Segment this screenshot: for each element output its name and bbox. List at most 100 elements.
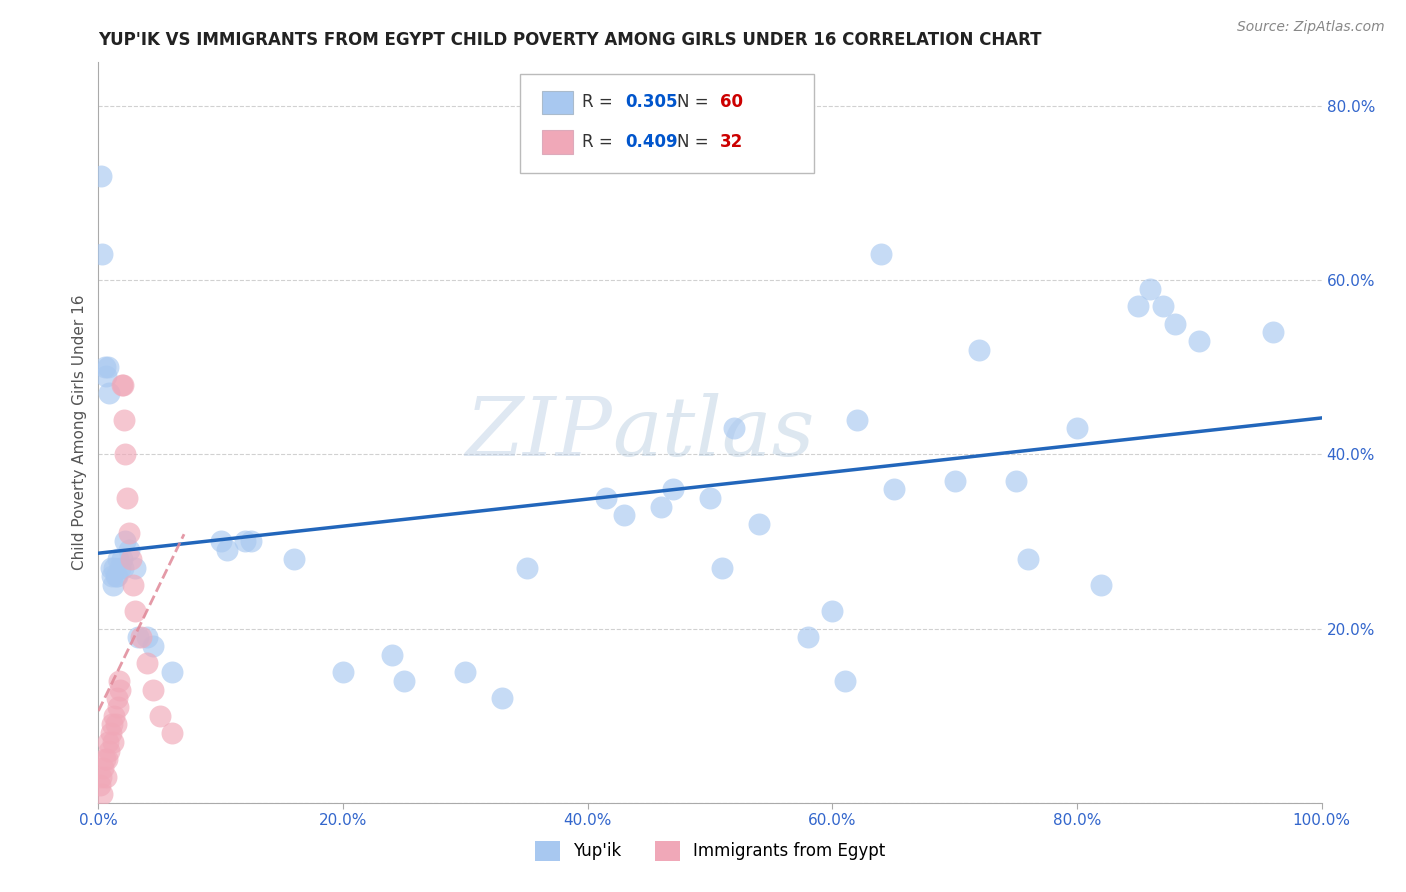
Point xyxy=(110,560,132,574)
Point xyxy=(967,343,990,357)
Point xyxy=(240,534,263,549)
Point xyxy=(797,630,820,644)
Point xyxy=(108,673,131,688)
Point xyxy=(97,735,120,749)
Point xyxy=(111,560,134,574)
Point xyxy=(711,560,734,574)
Point xyxy=(114,447,136,461)
Point xyxy=(91,787,114,801)
Point xyxy=(107,552,129,566)
Point xyxy=(1128,299,1150,313)
Point xyxy=(98,743,121,757)
Text: R =: R = xyxy=(582,133,617,151)
Point xyxy=(943,474,966,488)
Point xyxy=(115,491,138,505)
FancyBboxPatch shape xyxy=(520,73,814,173)
Point xyxy=(112,412,135,426)
Point xyxy=(834,673,856,688)
Point xyxy=(111,552,134,566)
Point xyxy=(845,412,868,426)
Text: R =: R = xyxy=(582,94,617,112)
Point xyxy=(124,560,146,574)
Point xyxy=(101,735,124,749)
Point xyxy=(595,491,617,505)
Point xyxy=(104,569,127,583)
Point xyxy=(94,770,117,784)
Point xyxy=(613,508,636,523)
FancyBboxPatch shape xyxy=(543,130,574,153)
Point xyxy=(96,752,118,766)
Point xyxy=(149,708,172,723)
Point xyxy=(93,752,115,766)
Point xyxy=(142,682,165,697)
Point xyxy=(332,665,354,680)
Point xyxy=(100,726,122,740)
Point xyxy=(233,534,256,549)
Legend: Yup'ik, Immigrants from Egypt: Yup'ik, Immigrants from Egypt xyxy=(534,841,886,861)
Point xyxy=(883,482,905,496)
Point xyxy=(209,534,232,549)
Text: N =: N = xyxy=(678,94,714,112)
Text: Source: ZipAtlas.com: Source: ZipAtlas.com xyxy=(1237,20,1385,34)
Point xyxy=(124,604,146,618)
Point xyxy=(118,543,141,558)
Point xyxy=(93,360,115,375)
Text: YUP'IK VS IMMIGRANTS FROM EGYPT CHILD POVERTY AMONG GIRLS UNDER 16 CORRELATION C: YUP'IK VS IMMIGRANTS FROM EGYPT CHILD PO… xyxy=(98,31,1042,49)
Text: 60: 60 xyxy=(720,94,742,112)
Point xyxy=(160,726,183,740)
Point xyxy=(454,665,477,680)
Point xyxy=(104,717,127,731)
Point xyxy=(748,517,770,532)
Point xyxy=(91,247,114,261)
Point xyxy=(121,578,143,592)
Point xyxy=(160,665,183,680)
Point xyxy=(91,761,114,775)
Point xyxy=(90,770,112,784)
Point xyxy=(491,691,513,706)
Point xyxy=(107,700,129,714)
Point xyxy=(1188,334,1211,348)
Point xyxy=(821,604,844,618)
Point xyxy=(215,543,238,558)
Text: atlas: atlas xyxy=(612,392,814,473)
Point xyxy=(136,630,159,644)
Point xyxy=(136,657,159,671)
Point xyxy=(100,560,122,574)
Point xyxy=(101,717,124,731)
Text: 0.305: 0.305 xyxy=(626,94,678,112)
Point xyxy=(283,552,305,566)
Point xyxy=(101,569,124,583)
Point xyxy=(1090,578,1112,592)
Y-axis label: Child Poverty Among Girls Under 16: Child Poverty Among Girls Under 16 xyxy=(72,295,87,570)
Point xyxy=(90,169,112,183)
Point xyxy=(94,369,117,384)
Point xyxy=(97,360,120,375)
Point xyxy=(105,691,128,706)
Point xyxy=(129,630,152,644)
Point xyxy=(103,708,125,723)
Point xyxy=(723,421,745,435)
FancyBboxPatch shape xyxy=(543,91,574,114)
Point xyxy=(103,560,125,574)
Point xyxy=(1017,552,1039,566)
Point xyxy=(1261,326,1284,340)
Point xyxy=(89,778,111,792)
Point xyxy=(1004,474,1026,488)
Point xyxy=(1139,282,1161,296)
Point xyxy=(1066,421,1088,435)
Point xyxy=(142,639,165,653)
Point xyxy=(114,534,136,549)
Point xyxy=(1164,317,1187,331)
Point xyxy=(120,552,142,566)
Point xyxy=(105,569,128,583)
Point xyxy=(101,578,124,592)
Point xyxy=(699,491,721,505)
Point xyxy=(381,648,404,662)
Point xyxy=(392,673,416,688)
Point xyxy=(870,247,893,261)
Text: 0.409: 0.409 xyxy=(626,133,678,151)
Point xyxy=(118,525,141,540)
Point xyxy=(650,500,672,514)
Text: ZIP: ZIP xyxy=(465,392,612,473)
Point xyxy=(662,482,685,496)
